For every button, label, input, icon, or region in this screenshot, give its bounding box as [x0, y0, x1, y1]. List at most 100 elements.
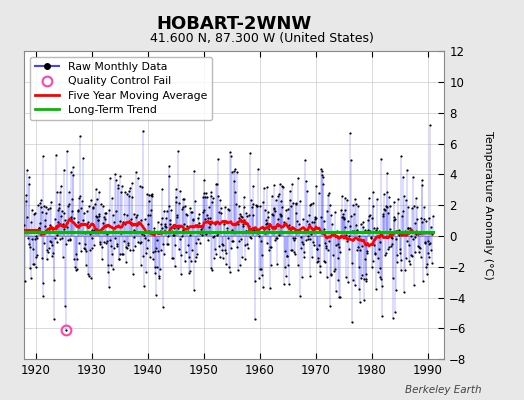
Point: [108, 250, 116, 257]
Point: [64, 203, 72, 209]
Point: [299, 216, 308, 222]
Point: [114, 185, 122, 192]
Point: [173, 214, 181, 220]
Point: [329, 252, 337, 258]
Point: [276, 198, 285, 204]
Point: [394, 210, 402, 216]
Point: [80, 210, 88, 216]
Point: [192, 222, 201, 228]
Point: [370, 242, 378, 248]
Point: [36, 220, 44, 226]
Point: [163, 233, 172, 240]
Point: [328, 212, 336, 218]
Point: [422, 264, 430, 270]
Point: [279, 229, 288, 236]
Point: [149, 249, 157, 256]
Point: [238, 221, 247, 227]
Legend: Raw Monthly Data, Quality Control Fail, Five Year Moving Average, Long-Term Tren: Raw Monthly Data, Quality Control Fail, …: [30, 57, 212, 120]
Point: [127, 216, 135, 222]
Point: [368, 263, 376, 270]
Point: [234, 203, 243, 209]
Point: [228, 227, 236, 233]
Point: [325, 190, 333, 196]
Point: [105, 284, 113, 290]
Point: [347, 228, 356, 235]
Point: [238, 254, 246, 260]
Point: [213, 181, 221, 188]
Point: [75, 240, 83, 246]
Point: [411, 234, 419, 240]
Point: [33, 252, 41, 258]
Point: [351, 282, 359, 288]
Point: [190, 168, 199, 174]
Point: [62, 240, 70, 247]
Point: [103, 238, 112, 244]
Point: [204, 204, 213, 210]
Point: [236, 262, 245, 268]
Point: [405, 258, 413, 264]
Point: [411, 220, 420, 226]
Point: [367, 233, 375, 240]
Point: [353, 227, 361, 233]
Point: [143, 245, 151, 251]
Point: [109, 228, 117, 234]
Point: [268, 192, 276, 199]
Point: [349, 277, 357, 283]
Point: [68, 208, 76, 214]
Point: [338, 192, 346, 199]
Point: [141, 216, 149, 222]
Point: [254, 166, 263, 172]
Point: [290, 236, 298, 243]
Point: [112, 177, 120, 183]
Point: [272, 235, 280, 242]
Point: [335, 294, 343, 301]
Point: [344, 233, 353, 240]
Point: [82, 262, 91, 268]
Point: [75, 192, 84, 199]
Point: [182, 211, 191, 217]
Point: [201, 193, 209, 200]
Point: [34, 202, 42, 208]
Point: [208, 199, 216, 206]
Point: [102, 240, 110, 246]
Point: [266, 243, 275, 250]
Point: [170, 263, 179, 269]
Point: [41, 222, 50, 229]
Point: [309, 200, 317, 206]
Point: [125, 188, 134, 194]
Point: [191, 258, 199, 264]
Point: [397, 256, 406, 263]
Point: [173, 224, 182, 231]
Point: [397, 266, 405, 273]
Point: [182, 223, 191, 229]
Point: [421, 218, 430, 224]
Point: [199, 209, 208, 216]
Point: [160, 251, 168, 257]
Point: [126, 247, 135, 254]
Point: [38, 255, 46, 261]
Point: [370, 225, 378, 231]
Point: [273, 261, 281, 268]
Point: [152, 245, 161, 252]
Point: [110, 219, 118, 226]
Point: [386, 225, 395, 232]
Point: [71, 221, 79, 227]
Point: [181, 258, 190, 264]
Point: [348, 318, 356, 325]
Point: [225, 207, 233, 214]
Point: [89, 204, 97, 211]
Point: [296, 292, 304, 299]
Point: [248, 204, 256, 210]
Point: [315, 190, 323, 196]
Point: [250, 315, 259, 322]
Point: [175, 200, 183, 206]
Point: [401, 228, 409, 234]
Point: [300, 248, 309, 255]
Point: [392, 259, 401, 265]
Point: [318, 172, 326, 178]
Point: [216, 197, 225, 204]
Point: [97, 229, 105, 235]
Point: [268, 210, 276, 217]
Point: [207, 189, 215, 196]
Point: [121, 220, 129, 227]
